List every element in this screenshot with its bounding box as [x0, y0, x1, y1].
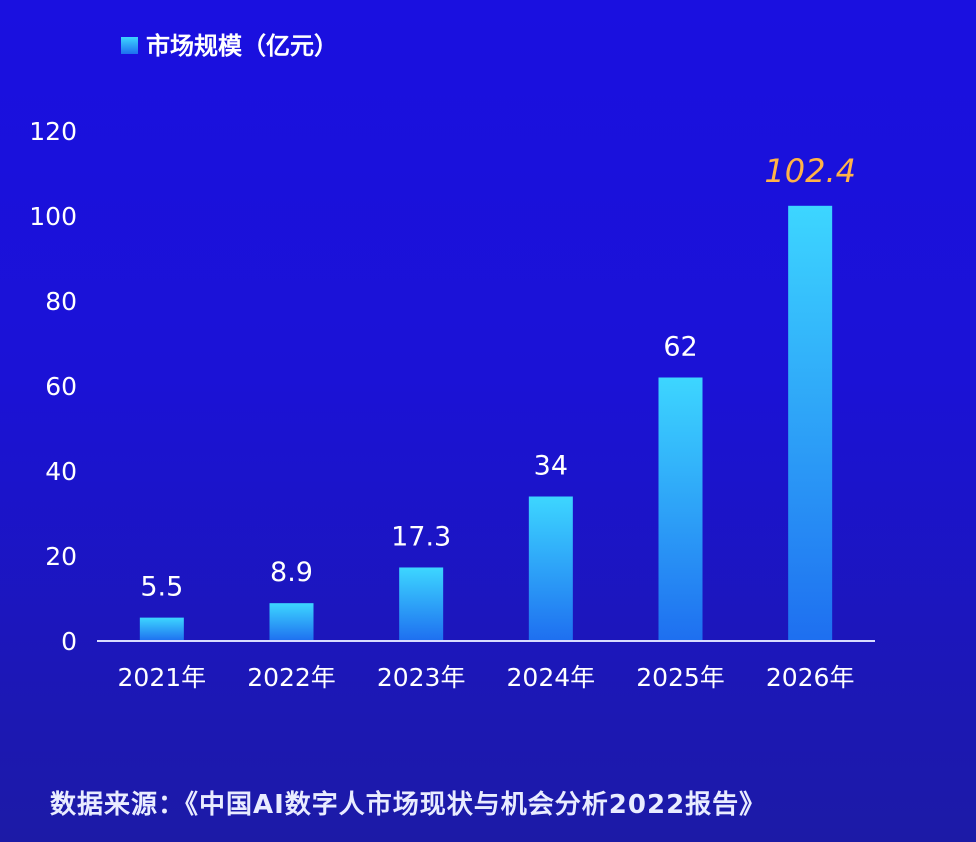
y-tick-label: 0 [61, 627, 77, 656]
y-tick-label: 80 [45, 287, 77, 316]
value-label: 17.3 [391, 521, 451, 552]
legend-label: 市场规模（亿元） [146, 32, 338, 60]
value-label: 8.9 [270, 557, 313, 588]
value-labels: 5.5 8.9 17.3 34 62 102.4 [140, 152, 856, 603]
y-tick-label: 100 [29, 202, 77, 231]
x-tick-label: 2026年 [766, 663, 855, 692]
x-axis: 2021年 2022年 2023年 2024年 2025年 2026年 [97, 640, 875, 692]
x-tick-label: 2023年 [377, 663, 466, 692]
value-label: 34 [534, 451, 568, 482]
legend-swatch [121, 37, 138, 54]
value-label: 62 [663, 332, 697, 363]
highlight-value-label: 102.4 [764, 152, 856, 190]
y-tick-label: 120 [29, 117, 77, 146]
y-axis: 0 20 40 60 80 100 120 [29, 117, 77, 656]
y-tick-label: 20 [45, 542, 77, 571]
y-tick-label: 60 [45, 372, 77, 401]
source-note: 数据来源：《中国AI数字人市场现状与机会分析2022报告》 [50, 790, 767, 820]
bars [139, 205, 833, 642]
x-tick-label: 2025年 [636, 663, 725, 692]
y-tick-label: 40 [45, 457, 77, 486]
bar [788, 205, 833, 642]
bar [399, 567, 444, 641]
x-tick-label: 2021年 [118, 663, 207, 692]
bar [658, 377, 703, 641]
legend: 市场规模（亿元） [121, 32, 338, 60]
value-label: 5.5 [140, 572, 183, 603]
x-tick-label: 2024年 [507, 663, 596, 692]
bar [269, 603, 314, 641]
x-tick-label: 2022年 [247, 663, 336, 692]
bar [528, 496, 573, 641]
bar [139, 617, 184, 641]
